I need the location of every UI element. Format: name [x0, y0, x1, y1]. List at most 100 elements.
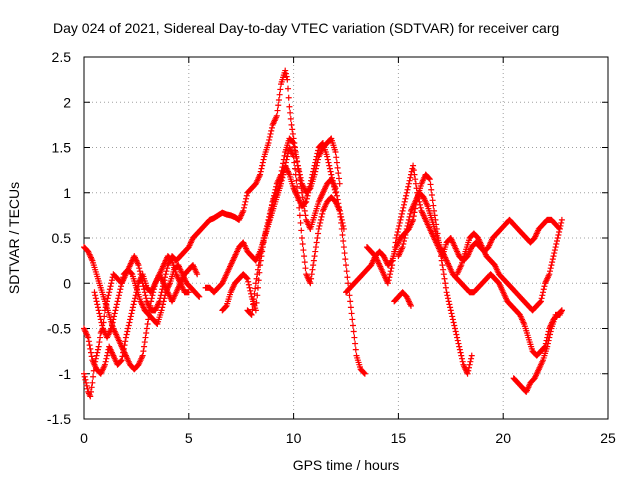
data-point	[83, 382, 90, 389]
data-point	[125, 325, 132, 332]
data-point	[259, 244, 266, 251]
data-point	[407, 210, 414, 217]
data-point	[547, 265, 554, 272]
data-point	[441, 275, 448, 282]
data-point	[452, 328, 459, 335]
data-point	[94, 304, 101, 311]
data-point	[301, 253, 308, 260]
data-point	[411, 209, 418, 216]
data-point	[445, 295, 452, 302]
data-point	[311, 253, 318, 260]
data-point	[325, 159, 332, 166]
data-point	[102, 304, 109, 311]
data-point	[332, 189, 339, 196]
data-point	[222, 303, 229, 310]
data-point	[544, 340, 551, 347]
data-point	[546, 271, 553, 278]
data-point	[81, 370, 87, 377]
data-point	[339, 231, 346, 238]
data-point	[249, 306, 256, 313]
data-point	[108, 322, 115, 329]
data-point	[399, 244, 406, 251]
data-point	[111, 313, 118, 320]
data-point	[397, 216, 404, 223]
x-tick-label: 10	[286, 430, 302, 446]
data-point	[456, 343, 463, 350]
data-point	[121, 342, 128, 349]
data-point	[307, 280, 314, 287]
data-point	[287, 115, 294, 122]
data-point	[308, 271, 315, 278]
data-point	[291, 143, 298, 150]
data-point	[327, 168, 334, 175]
data-point	[248, 311, 255, 318]
data-point	[293, 177, 300, 184]
data-point	[85, 338, 92, 345]
data-point	[550, 253, 557, 260]
data-point	[340, 238, 347, 245]
data-point	[308, 275, 315, 282]
data-point	[306, 183, 313, 190]
data-point	[410, 213, 417, 220]
data-point	[266, 136, 273, 143]
data-point	[400, 204, 407, 211]
data-point	[289, 139, 296, 146]
series-track-11	[454, 216, 565, 314]
data-point	[395, 225, 402, 232]
data-point	[342, 256, 349, 263]
data-point	[87, 345, 94, 352]
data-point	[396, 219, 403, 226]
data-point	[541, 283, 548, 290]
data-point	[149, 292, 156, 299]
series-track-8	[343, 171, 475, 377]
data-point	[340, 244, 347, 251]
data-point	[106, 286, 113, 293]
data-point	[344, 274, 351, 281]
data-point	[394, 231, 401, 238]
data-point	[333, 192, 340, 199]
data-point	[103, 301, 110, 308]
data-point	[468, 355, 475, 362]
series-track-13	[510, 307, 565, 395]
data-point	[94, 349, 101, 356]
data-point	[89, 379, 96, 386]
data-point	[333, 159, 340, 166]
data-point	[466, 361, 473, 368]
data-point	[336, 180, 343, 187]
data-point	[115, 292, 122, 299]
data-point	[257, 171, 264, 178]
data-point	[308, 177, 315, 184]
data-point	[274, 107, 281, 114]
data-point	[336, 207, 343, 214]
data-point	[260, 238, 267, 245]
data-point	[450, 319, 457, 326]
data-point	[252, 285, 259, 292]
data-point	[558, 307, 565, 314]
data-point	[538, 295, 545, 302]
data-point	[143, 295, 150, 302]
data-point	[254, 284, 261, 291]
data-point	[251, 290, 258, 297]
data-point	[389, 257, 396, 264]
data-point	[298, 227, 305, 234]
data-point	[429, 197, 436, 204]
data-point	[141, 339, 148, 346]
data-point	[259, 159, 266, 166]
data-point	[247, 311, 254, 318]
data-point	[396, 222, 403, 229]
data-point	[87, 393, 94, 400]
data-point	[312, 244, 319, 251]
data-point	[387, 271, 394, 278]
data-point	[101, 307, 108, 314]
data-point	[333, 154, 340, 161]
data-point	[95, 343, 102, 350]
data-point	[257, 253, 264, 260]
data-point	[86, 342, 93, 349]
data-point	[259, 241, 266, 248]
data-point	[459, 358, 466, 365]
data-point	[256, 257, 263, 264]
data-point	[305, 186, 312, 193]
data-point	[141, 289, 148, 296]
data-point	[406, 213, 413, 220]
data-point	[326, 162, 333, 169]
